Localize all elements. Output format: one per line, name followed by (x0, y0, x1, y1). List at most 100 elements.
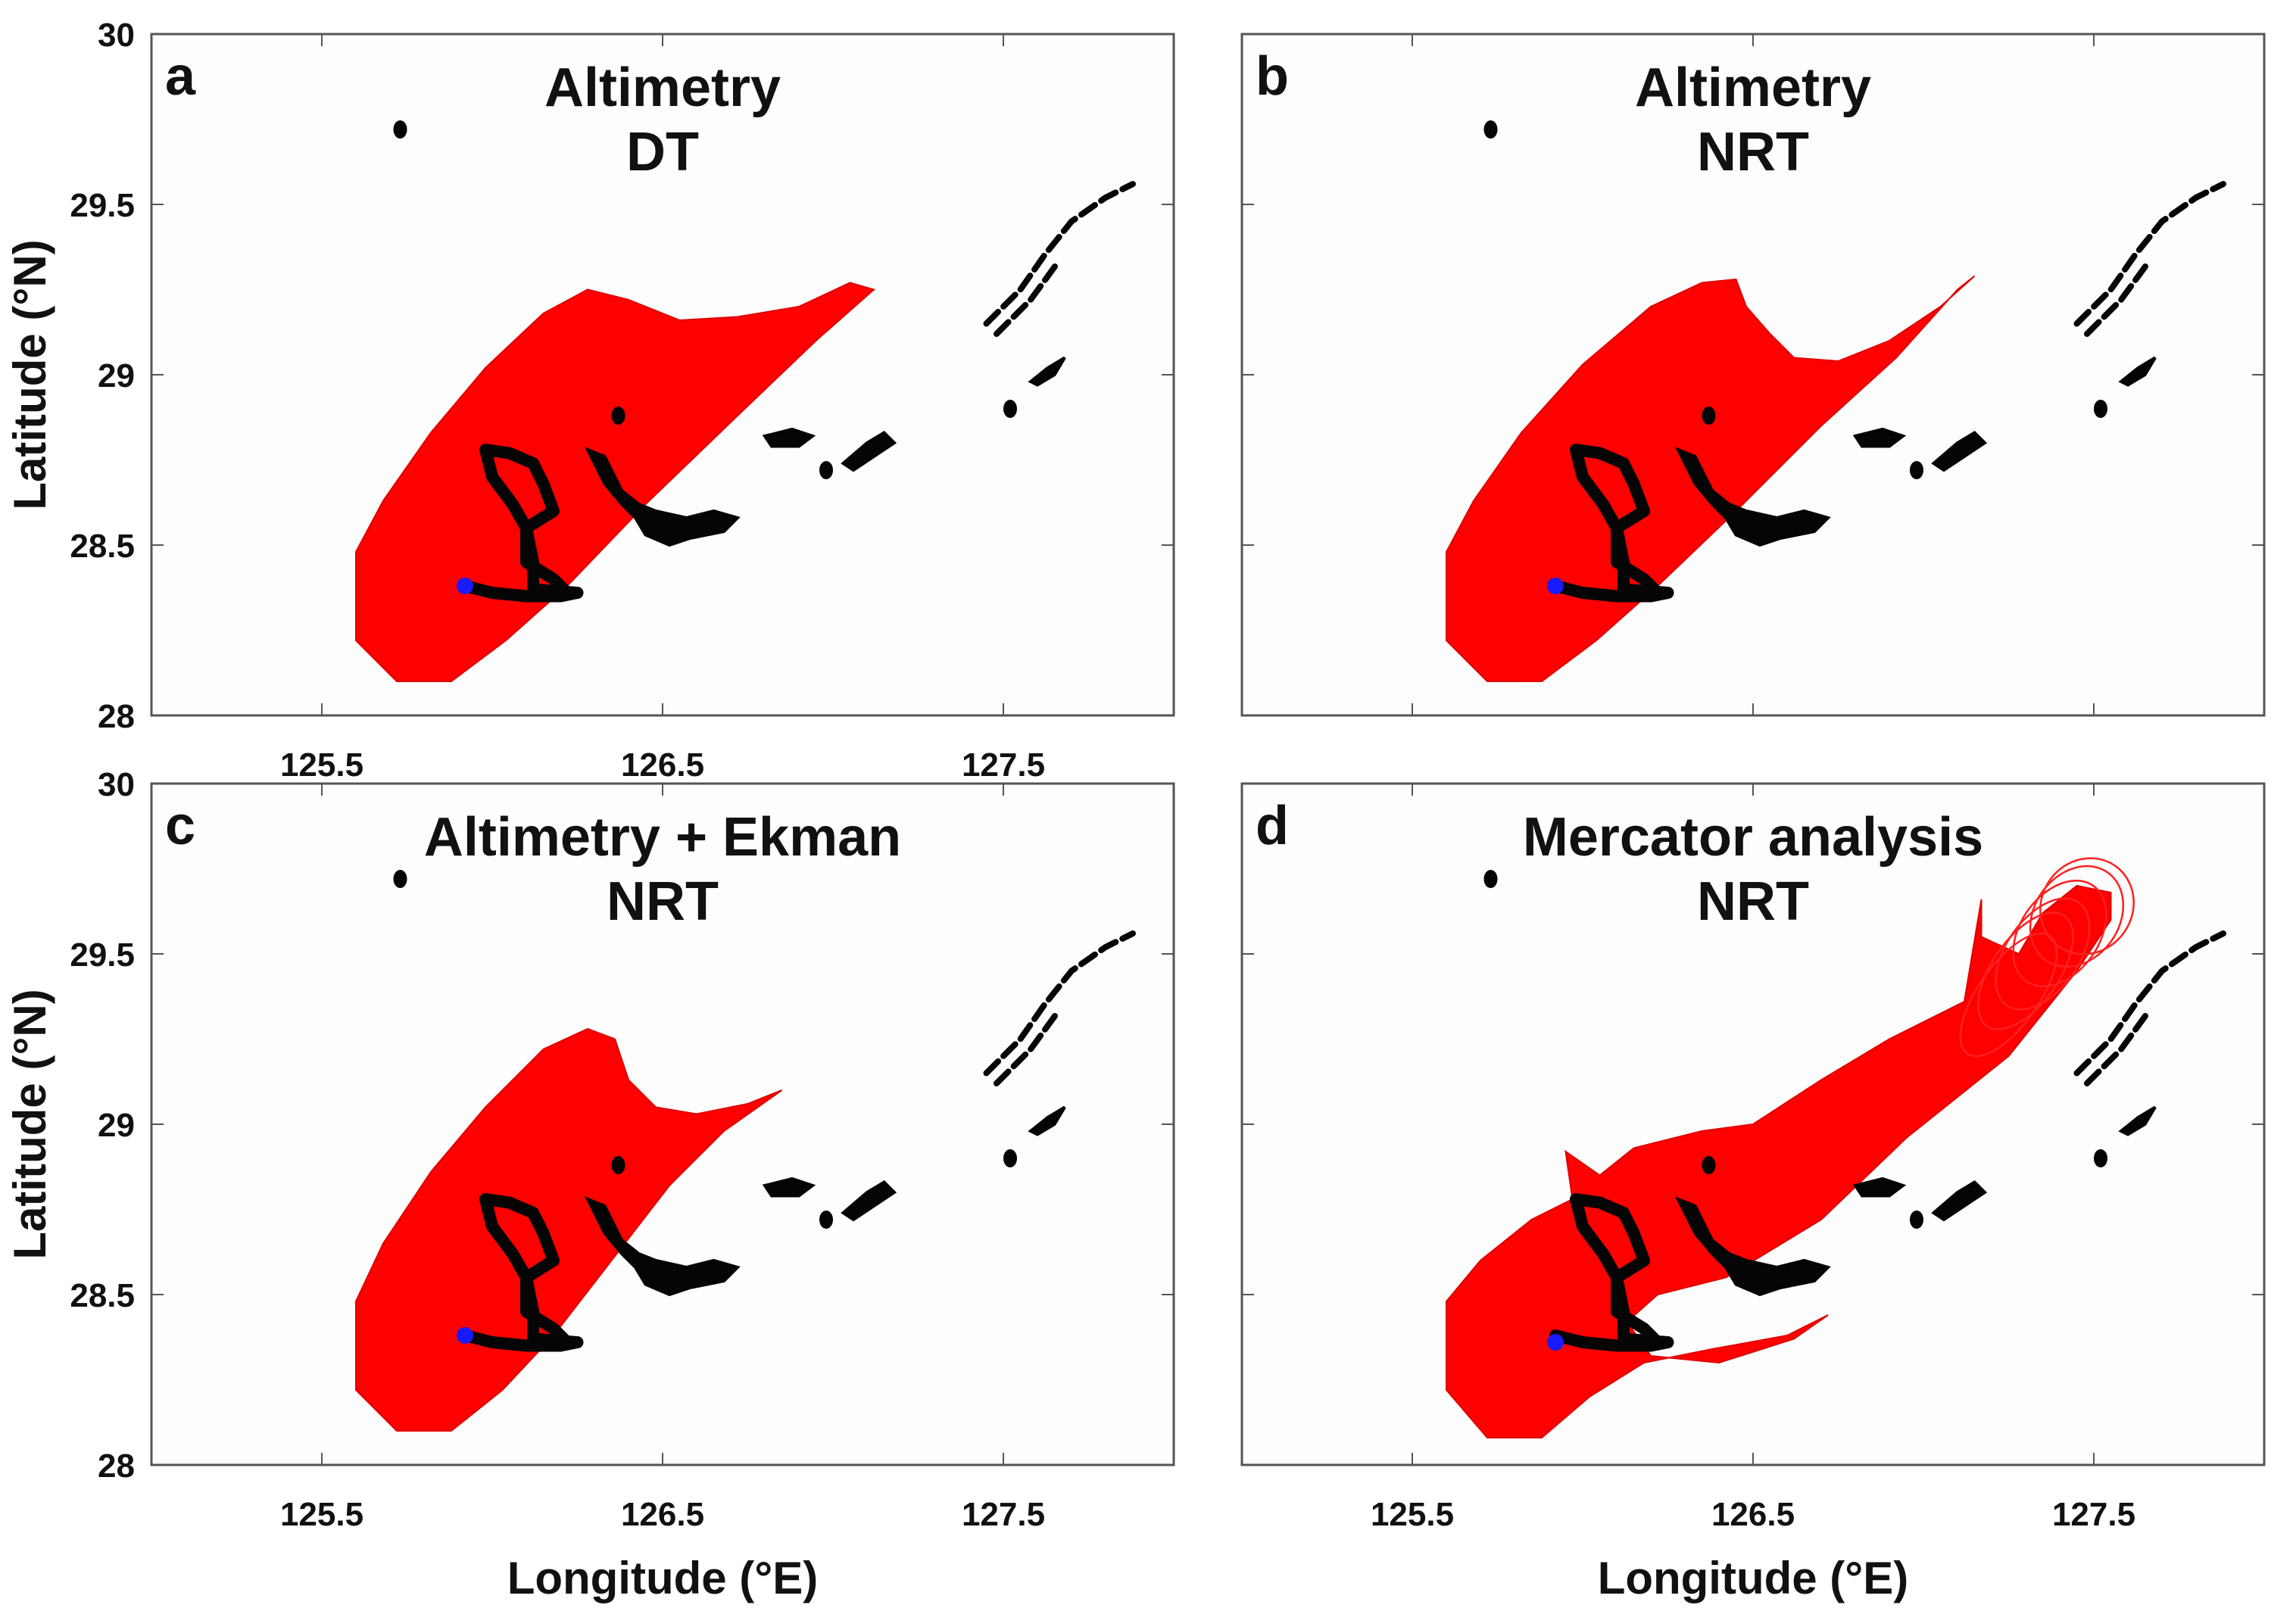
panel-d-title-line-2: NRT (1697, 871, 1809, 932)
panel-b-islet (1910, 461, 1923, 479)
panel-d-islet (1910, 1211, 1923, 1229)
panel-b-islet (2094, 400, 2107, 418)
panel-b-ship-track (1549, 444, 1674, 603)
panel-c-island (1028, 1105, 1066, 1136)
panel-b-plume-layer (1446, 275, 1976, 682)
panel-d-plume-loop (2039, 857, 2135, 955)
panel-b-plume (1446, 275, 1976, 682)
panel-d-plume-loop (2012, 879, 2107, 988)
panel-a-title-line-2: DT (626, 122, 699, 182)
panel-d-island (1674, 1196, 1831, 1297)
panel-d: 125.5 126.5 127.5 d Mercator analysis NRT … (1240, 782, 2266, 1603)
panel-a-letter: a (165, 46, 196, 107)
panel-d-island (2118, 1105, 2157, 1136)
panel-a-ytick-label: 28 (98, 698, 135, 735)
panel-c-island (841, 1180, 897, 1222)
panel-d-plume-loop (2029, 865, 2125, 968)
panel-c-island (762, 1176, 816, 1198)
panel-d-xlabel: Longitude (°E) (1598, 1553, 1909, 1603)
panel-a: 125.5 126.5 127.5 28 28.5 29 29.5 30 a Altimetr… (5, 17, 1175, 784)
panel-c-ticks: 125.5 126.5 127.5 28 28.5 29 29.5 30 (70, 766, 1174, 1533)
panel-a-island (841, 430, 897, 472)
panel-c-ytick-label: 30 (98, 766, 135, 803)
panel-c-islet (819, 1211, 833, 1229)
panel-d-islet (2094, 1149, 2107, 1167)
panel-c-islet (1003, 1149, 1017, 1167)
panel-d-release-point (1547, 1334, 1564, 1351)
panel-b-title-line-1: Altimetry (1635, 58, 1871, 118)
panel-b-release-point (1547, 578, 1564, 594)
panel-c-release-point (457, 1327, 473, 1344)
panel-a-islet (1003, 400, 1017, 418)
panel-a-xtick-label: 125.5 (280, 746, 363, 784)
panel-a-islet (819, 461, 833, 479)
panel-c-islet (611, 1156, 625, 1174)
panel-a-ylabel: Latitude (°N) (5, 239, 55, 510)
panel-d-islands (1483, 870, 2226, 1352)
panel-a-xtick-label: 127.5 (962, 746, 1045, 784)
panel-d-xtick-label: 125.5 (1371, 1496, 1454, 1533)
panel-d-coastline (2073, 930, 2226, 1077)
panel-a-ytick-label: 30 (98, 17, 135, 54)
panel-b-coastline (2073, 181, 2226, 327)
panel-b-letter: b (1256, 46, 1289, 107)
panel-b-island (1674, 447, 1831, 547)
panel-c: 125.5 126.5 127.5 28 28.5 29 29.5 30 c Altimetr… (5, 766, 1175, 1603)
panel-d-plume-loop (1995, 897, 2091, 1011)
panel-a-ytick-label: 28.5 (70, 528, 135, 565)
panel-d-island (1931, 1180, 1988, 1222)
panel-a-title-line-1: Altimetry (544, 58, 781, 118)
panel-a-release-point (457, 578, 473, 594)
panel-d-title-line-1: Mercator analysis (1523, 807, 1983, 868)
panel-b-coastline (2084, 259, 2151, 337)
panel-c-ylabel: Latitude (°N) (5, 989, 55, 1259)
panel-a-islet (393, 120, 407, 139)
panel-a-island (1028, 356, 1066, 387)
panel-d-letter: d (1256, 796, 1289, 856)
panel-c-title-line-2: NRT (607, 871, 719, 932)
panel-a-coastline (983, 181, 1136, 327)
panel-c-title-line-1: Altimetry + Ekman (424, 807, 901, 868)
panel-d-plume-loop (1977, 912, 2074, 1030)
panel-c-coastline (983, 930, 1136, 1077)
panel-b-title-line-2: NRT (1697, 122, 1809, 182)
panel-a-island (584, 447, 741, 547)
panel-c-letter: c (165, 796, 195, 856)
panel-d-ticks: 125.5 126.5 127.5 (1242, 783, 2264, 1533)
panel-c-ytick-label: 28 (98, 1448, 135, 1485)
panel-d-xtick-label: 126.5 (1711, 1496, 1795, 1533)
panel-c-ytick-label: 29.5 (70, 936, 135, 974)
panel-c-ship-track (459, 1193, 584, 1352)
panel-c-xtick-label: 125.5 (280, 1496, 363, 1533)
panel-b-islet (1702, 407, 1716, 425)
panel-d-island (1852, 1176, 1907, 1198)
panel-d-coastline (2084, 1008, 2151, 1086)
panel-b-ticks (1242, 33, 2264, 716)
panel-a-islet (611, 407, 625, 425)
panel-b-island (2118, 356, 2157, 387)
panel-a-xtick-label: 126.5 (621, 746, 704, 784)
panel-d-xtick-label: 127.5 (2052, 1496, 2135, 1533)
panel-c-xtick-label: 127.5 (962, 1496, 1045, 1533)
panel-a-ytick-label: 29 (98, 357, 135, 394)
panel-b-island (1852, 427, 1907, 448)
panel-c-islet (393, 870, 407, 888)
panel-c-ytick-label: 29 (98, 1107, 135, 1144)
panel-c-islands (393, 870, 1136, 1352)
panel-a-coastline (994, 259, 1061, 337)
panel-d-islet (1483, 870, 1498, 888)
panel-a-islands (393, 120, 1136, 603)
panel-c-island (584, 1196, 741, 1297)
panel-c-ytick-label: 28.5 (70, 1277, 135, 1314)
panel-c-xtick-label: 126.5 (621, 1496, 704, 1533)
panel-c-coastline (994, 1008, 1061, 1086)
panel-b-island (1931, 430, 1988, 472)
panel-b-islands (1483, 120, 2226, 603)
panel-a-ship-track (459, 444, 584, 603)
panel-a-island (762, 427, 816, 448)
panel-b-islet (1483, 120, 1498, 139)
panel-a-ytick-label: 29.5 (70, 187, 135, 224)
panel-a-ticks: 125.5 126.5 127.5 28 28.5 29 29.5 30 (70, 17, 1174, 784)
panel-d-islet (1702, 1156, 1716, 1174)
